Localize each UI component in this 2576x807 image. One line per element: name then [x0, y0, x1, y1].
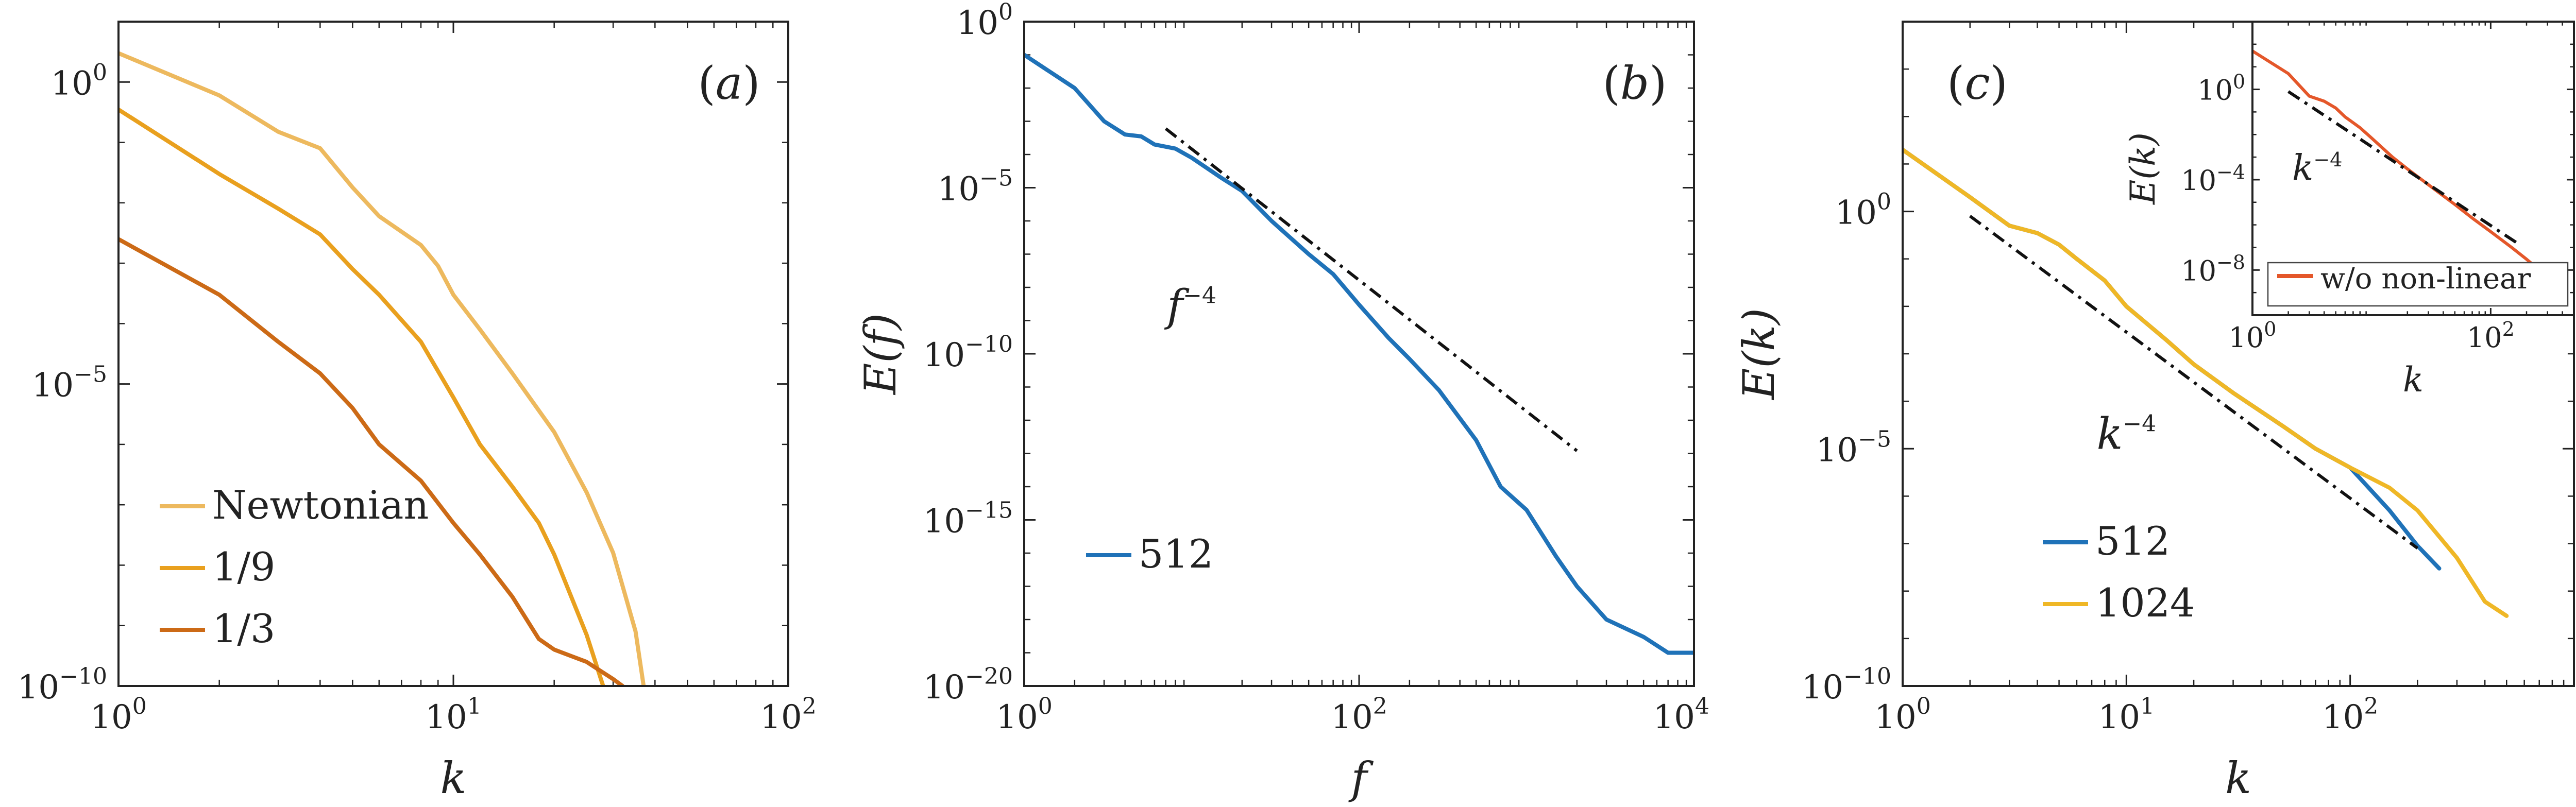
y-tick-label: 10−8	[2181, 251, 2245, 287]
fit-line	[1164, 127, 1578, 452]
series-line-newtonian	[118, 51, 646, 686]
legend-label: 512	[2095, 518, 2170, 564]
x-tick-label: 101	[2098, 693, 2155, 736]
legend-label: 1/3	[212, 606, 275, 651]
chart-layer: 100 101 102 100 10−5 10−10 k (a) Newtonian 1/9 1/3…	[18, 0, 2575, 803]
panel-label: (b)	[1602, 57, 1667, 110]
y-tick-label: 10−5	[32, 362, 107, 405]
panel-label: (c)	[1947, 57, 2008, 110]
axes-frame	[2251, 21, 2575, 316]
y-tick-label: 100	[1835, 189, 1891, 232]
axes-frame	[1023, 21, 1695, 687]
x-tick-label: 100	[2229, 318, 2277, 354]
legend: 512 1024	[2043, 518, 2195, 626]
legend: 512	[1086, 531, 1213, 577]
y-axis-label: E(k)	[2123, 132, 2163, 205]
series-line-512	[1024, 53, 1694, 655]
panel-b: 100 102 10410010−510−1010−1510−20fE(f)(b)f…	[855, 0, 1709, 803]
plot-area	[1024, 22, 1694, 686]
x-tick-label: 102	[1331, 693, 1387, 736]
y-tick-label: 100	[2197, 71, 2245, 107]
x-tick-label: 101	[425, 693, 481, 736]
x-tick-label: 100	[996, 693, 1052, 736]
plot-area	[118, 22, 788, 686]
panel-a: 100 101 102 100 10−5 10−10 k (a) Newtonian 1/9 1/3	[18, 21, 817, 803]
x-tick-label: 100	[90, 693, 146, 736]
x-tick-label: 104	[1653, 693, 1709, 736]
x-tick-label: 102	[2467, 318, 2515, 354]
y-tick-label: 10−10	[1802, 663, 1891, 707]
slope-annotation: k−4	[2292, 148, 2342, 188]
y-tick-label: 10−5	[1816, 426, 1891, 469]
y-tick-label: 10−20	[923, 663, 1013, 707]
y-tick-label: 10−5	[938, 165, 1013, 209]
x-axis-label: k	[440, 753, 467, 803]
legend: w/o non-linear	[2267, 262, 2569, 307]
x-tick-label: 102	[2322, 693, 2378, 736]
y-axis-label: E(f)	[855, 313, 906, 396]
legend-label: 1024	[2095, 580, 2195, 626]
series-line-w-o-non-linear	[2252, 49, 2549, 279]
y-tick-label: 10−4	[2181, 161, 2245, 197]
panel-label: (a)	[698, 57, 760, 110]
series-line-1-9	[118, 107, 605, 686]
legend-label: w/o non-linear	[2320, 262, 2531, 296]
series-line-1024	[1903, 147, 2509, 618]
x-axis-label: k	[2403, 360, 2424, 400]
x-axis-label: k	[2225, 753, 2251, 803]
y-tick-label: 10−10	[923, 331, 1013, 374]
panel-c-inset: 100 102 100 10−4 10−8 k E(k) k−4 w/o non-linear	[2123, 21, 2575, 400]
fit-line	[1969, 215, 2419, 550]
x-tick-label: 102	[760, 693, 816, 736]
legend-box	[2267, 262, 2569, 307]
slope-annotation: k−4	[2096, 408, 2156, 459]
axes-frame	[117, 21, 789, 687]
x-axis-label: f	[1348, 753, 1374, 803]
legend-label: 512	[1139, 531, 1213, 577]
legend: Newtonian 1/9 1/3	[160, 482, 429, 651]
fit-line	[2287, 90, 2522, 247]
axes-frame	[1902, 21, 2575, 687]
legend-label: 1/9	[212, 544, 275, 590]
y-axis-label: E(k)	[1734, 308, 1784, 401]
y-tick-label: 10−15	[923, 497, 1013, 541]
y-tick-label: 100	[51, 59, 107, 102]
x-tick-label: 100	[1874, 693, 1930, 736]
y-tick-label: 10−10	[18, 663, 107, 707]
series-line-1-3	[118, 237, 625, 686]
legend-label: Newtonian	[212, 482, 429, 528]
y-tick-label: 100	[957, 0, 1013, 42]
